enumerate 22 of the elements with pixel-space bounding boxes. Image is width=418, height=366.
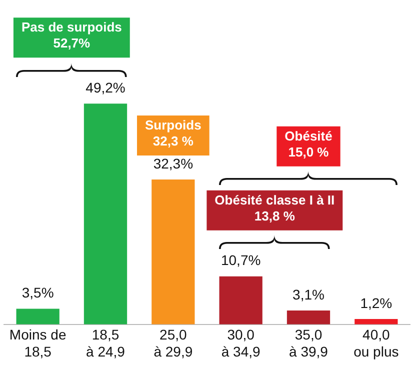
annotation: Surpoids 32,3 % bbox=[144, 118, 202, 149]
x-tick-label: 35,0 à 39,9 bbox=[289, 326, 328, 360]
data-label: 49,2% bbox=[86, 79, 126, 96]
data-label: 3,1% bbox=[292, 286, 324, 302]
x-tick-label: Moins de 18,5 bbox=[9, 326, 66, 360]
x-tick-label: 30,0 à 34,9 bbox=[221, 326, 260, 360]
bar bbox=[219, 276, 262, 324]
bar bbox=[354, 319, 398, 324]
data-label: 3,5% bbox=[22, 284, 54, 301]
x-tick-label: 18,5 à 24,9 bbox=[86, 326, 126, 360]
annotation: Obésité 15,0 % bbox=[284, 128, 332, 160]
data-label: 1,2% bbox=[360, 294, 392, 311]
data-label: 10,7% bbox=[220, 252, 261, 268]
x-tick-label: 25,0 à 29,9 bbox=[154, 326, 193, 360]
bar bbox=[16, 308, 60, 324]
text: Pas de surpoids 52,7% bbox=[21, 20, 122, 51]
bar bbox=[84, 104, 128, 324]
data-label: 32,3% bbox=[153, 155, 194, 172]
x-tick-label: 40,0 ou plus bbox=[354, 326, 399, 360]
bar bbox=[286, 310, 330, 324]
annotation: Obésité classe I à II 13,8 % bbox=[214, 192, 335, 224]
bar bbox=[152, 179, 195, 324]
